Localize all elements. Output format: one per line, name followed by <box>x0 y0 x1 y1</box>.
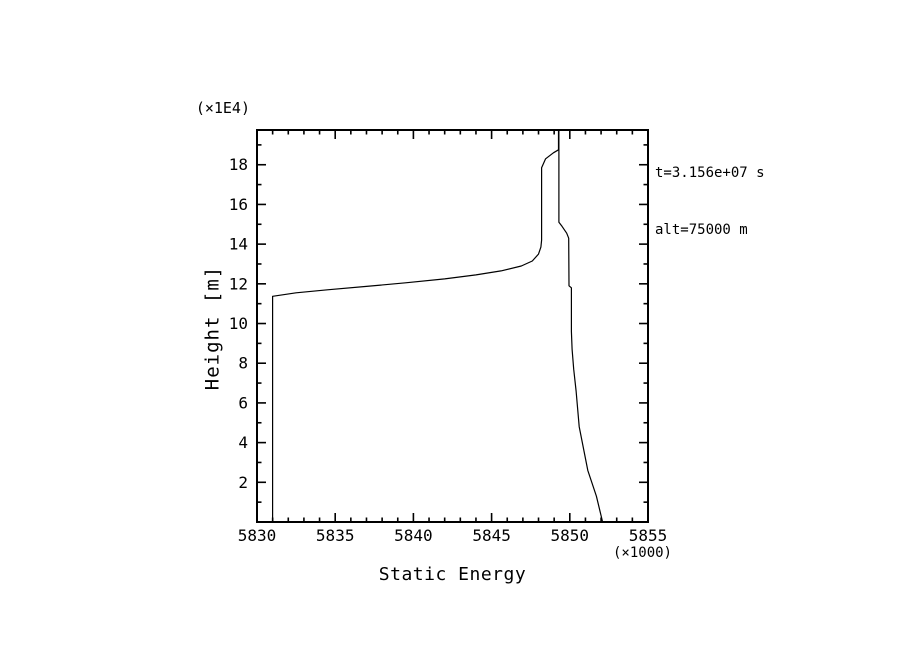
y-tick-label: 14 <box>229 235 248 254</box>
annotation-block: t=3.156e+07 s alt=75000 m <box>655 126 765 278</box>
x-axis-scale-note: (×1000) <box>612 545 672 561</box>
x-axis-title: Static Energy <box>378 564 527 585</box>
x-tick-label: 5830 <box>238 526 277 545</box>
y-tick-label: 4 <box>238 433 248 452</box>
x-tick-label: 5835 <box>316 526 355 545</box>
annotation-time: t=3.156e+07 s <box>655 165 765 181</box>
y-tick-label: 8 <box>238 354 248 373</box>
x-tick-label: 5855 <box>629 526 668 545</box>
y-tick-label: 6 <box>238 393 248 412</box>
y-tick-label: 10 <box>229 314 248 333</box>
y-axis-scale-note: (×1E4) <box>195 99 250 117</box>
annotation-altitude: alt=75000 m <box>655 222 748 238</box>
x-tick-label: 5845 <box>472 526 511 545</box>
x-tick-label: 5850 <box>551 526 590 545</box>
y-axis-title: Height [m] <box>201 265 224 391</box>
y-tick-label: 18 <box>229 155 248 174</box>
series-left-profile <box>272 130 560 522</box>
x-tick-label: 5840 <box>394 526 433 545</box>
y-tick-label: 2 <box>238 473 248 492</box>
y-tick-label: 12 <box>229 274 248 293</box>
series-right-profile <box>558 130 604 523</box>
plot-frame <box>256 129 649 523</box>
y-tick-label: 16 <box>229 195 248 214</box>
